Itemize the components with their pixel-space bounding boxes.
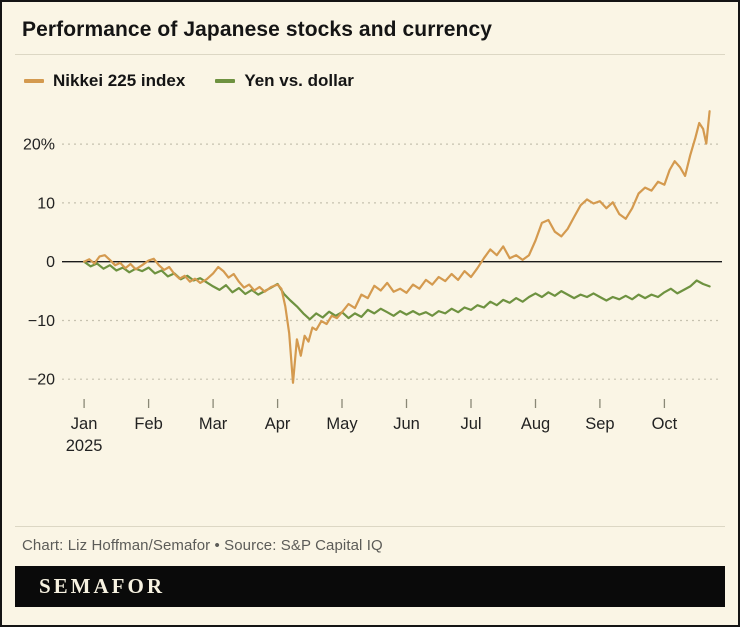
svg-text:10: 10: [37, 195, 55, 212]
svg-text:Jul: Jul: [460, 415, 481, 433]
legend-label-yen: Yen vs. dollar: [244, 71, 354, 90]
semafor-logo-text: SEMAFOR: [39, 574, 165, 598]
svg-text:20%: 20%: [23, 137, 55, 154]
svg-text:−20: −20: [28, 372, 55, 389]
yen-line-swatch-icon: [215, 79, 236, 83]
svg-text:Mar: Mar: [199, 415, 228, 433]
svg-text:Oct: Oct: [652, 415, 678, 433]
legend-item-nikkei: Nikkei 225 index: [24, 71, 185, 91]
svg-text:May: May: [326, 415, 358, 433]
svg-text:2025: 2025: [66, 437, 103, 455]
spacer: [2, 460, 738, 526]
semafor-logo: SEMAFOR: [15, 566, 725, 607]
svg-text:Feb: Feb: [134, 415, 162, 433]
svg-text:0: 0: [46, 254, 55, 271]
legend-item-yen: Yen vs. dollar: [215, 71, 354, 91]
page-title: Performance of Japanese stocks and curre…: [22, 18, 493, 41]
header-divider: [15, 54, 725, 55]
svg-text:Sep: Sep: [585, 415, 614, 433]
chart-header: Performance of Japanese stocks and curre…: [2, 2, 738, 54]
chart-legend: Nikkei 225 index Yen vs. dollar: [2, 55, 738, 91]
svg-text:Jun: Jun: [393, 415, 420, 433]
footer-divider: [15, 526, 725, 527]
nikkei-line-swatch-icon: [24, 79, 44, 83]
chart-credit: Chart: Liz Hoffman/Semafor • Source: S&P…: [22, 537, 383, 554]
svg-text:−10: −10: [28, 313, 55, 330]
svg-text:Jan: Jan: [71, 415, 98, 433]
line-chart-svg: 20% 10 0 −10 −20 Jan 2025 Feb Mar Apr May Jun Jul Aug…: [23, 110, 722, 455]
line-chart: 20% 10 0 −10 −20 Jan 2025 Feb Mar Apr May Jun Jul Aug…: [2, 91, 738, 460]
svg-text:Apr: Apr: [265, 415, 291, 433]
legend-label-nikkei: Nikkei 225 index: [53, 71, 186, 90]
svg-text:Aug: Aug: [521, 415, 550, 433]
